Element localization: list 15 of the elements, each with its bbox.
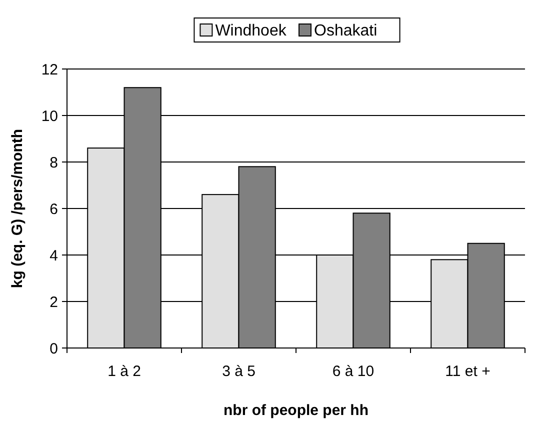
y-tick-label: 8 (50, 154, 58, 172)
x-tick-label: 1 à 2 (108, 363, 141, 380)
x-axis-title: nbr of people per hh (224, 402, 368, 419)
y-tick-label: 6 (50, 200, 58, 218)
y-tick-label: 2 (50, 294, 58, 311)
y-tick-label: 10 (41, 108, 58, 125)
x-tick-label: 3 à 5 (222, 363, 256, 380)
y-tick-label: 4 (50, 247, 58, 264)
legend-label: Windhoek (215, 22, 288, 40)
x-tick-label: 6 à 10 (332, 363, 374, 380)
legend-label: Oshakati (314, 22, 378, 40)
x-tick-label: 11 et + (445, 363, 491, 380)
y-tick-label: 12 (41, 61, 58, 78)
y-axis-title: kg (eq. G) /pers/month (9, 128, 26, 288)
y-tick-label: 0 (50, 340, 58, 358)
